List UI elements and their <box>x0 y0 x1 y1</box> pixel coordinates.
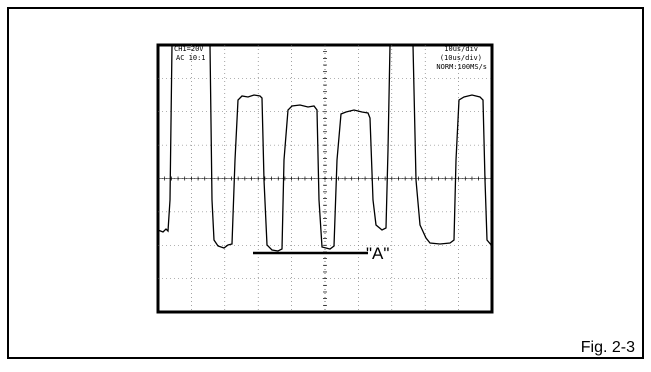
figure: "A" CH1=20V AC 10:1 10us/div (10us/div) … <box>0 0 651 367</box>
channel-label: CH1=20V <box>174 45 204 53</box>
caption: Fig. 2-3 <box>581 339 635 356</box>
mode-label: NORM:100MS/s <box>436 63 487 71</box>
timebase-label: 10us/div <box>444 45 478 53</box>
timebase-sub-label: (10us/div) <box>440 54 482 62</box>
coupling-label: AC 10:1 <box>176 54 206 62</box>
marker-label: "A" <box>366 244 389 263</box>
